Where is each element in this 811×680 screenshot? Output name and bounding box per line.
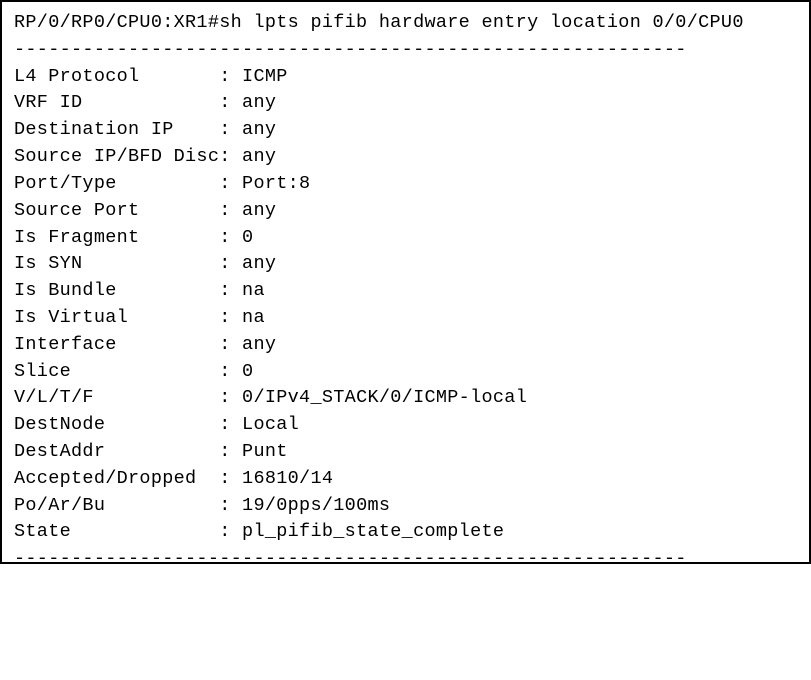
sep: : <box>219 225 242 252</box>
row-source-ip-bfd: Source IP/BFD Disc: any <box>14 144 797 171</box>
value-state: pl_pifib_state_complete <box>242 519 504 546</box>
value-source-ip-bfd: any <box>242 144 276 171</box>
prompt-text: RP/0/RP0/CPU0:XR1#sh lpts pifib hardware… <box>14 10 744 37</box>
prompt-line: RP/0/RP0/CPU0:XR1#sh lpts pifib hardware… <box>14 10 797 37</box>
sep: : <box>219 519 242 546</box>
sep: : <box>219 278 242 305</box>
label-is-syn: Is SYN <box>14 251 219 278</box>
row-port-type: Port/Type : Port:8 <box>14 171 797 198</box>
value-port-type: Port:8 <box>242 171 310 198</box>
row-is-fragment: Is Fragment : 0 <box>14 225 797 252</box>
row-slice: Slice : 0 <box>14 359 797 386</box>
sep: : <box>219 332 242 359</box>
row-interface: Interface : any <box>14 332 797 359</box>
sep: : <box>219 305 242 332</box>
sep: : <box>219 251 242 278</box>
label-l4-protocol: L4 Protocol <box>14 64 219 91</box>
sep: : <box>219 144 242 171</box>
sep: : <box>219 412 242 439</box>
value-accepted-dropped: 16810/14 <box>242 466 333 493</box>
value-is-virtual: na <box>242 305 265 332</box>
value-interface: any <box>242 332 276 359</box>
separator-top-text: ----------------------------------------… <box>14 37 687 64</box>
value-destination-ip: any <box>242 117 276 144</box>
value-destaddr: Punt <box>242 439 288 466</box>
row-state: State : pl_pifib_state_complete <box>14 519 797 546</box>
label-interface: Interface <box>14 332 219 359</box>
label-is-bundle: Is Bundle <box>14 278 219 305</box>
sep: : <box>219 198 242 225</box>
label-port-type: Port/Type <box>14 171 219 198</box>
row-source-port: Source Port : any <box>14 198 797 225</box>
sep: : <box>219 493 242 520</box>
sep: : <box>219 466 242 493</box>
value-source-port: any <box>242 198 276 225</box>
separator-bottom-text: ----------------------------------------… <box>14 546 687 573</box>
label-destaddr: DestAddr <box>14 439 219 466</box>
label-accepted-dropped: Accepted/Dropped <box>14 466 219 493</box>
label-destination-ip: Destination IP <box>14 117 219 144</box>
label-destnode: DestNode <box>14 412 219 439</box>
value-is-fragment: 0 <box>242 225 253 252</box>
separator-bottom: ----------------------------------------… <box>14 546 797 573</box>
row-is-virtual: Is Virtual : na <box>14 305 797 332</box>
label-po-ar-bu: Po/Ar/Bu <box>14 493 219 520</box>
sep: : <box>219 439 242 466</box>
label-source-ip-bfd: Source IP/BFD Disc <box>14 144 219 171</box>
label-is-fragment: Is Fragment <box>14 225 219 252</box>
row-destination-ip: Destination IP : any <box>14 117 797 144</box>
row-vltf: V/L/T/F : 0/IPv4_STACK/0/ICMP-local <box>14 385 797 412</box>
label-is-virtual: Is Virtual <box>14 305 219 332</box>
row-vrf-id: VRF ID : any <box>14 90 797 117</box>
sep: : <box>219 385 242 412</box>
value-is-syn: any <box>242 251 276 278</box>
value-po-ar-bu: 19/0pps/100ms <box>242 493 390 520</box>
value-is-bundle: na <box>242 278 265 305</box>
row-is-syn: Is SYN : any <box>14 251 797 278</box>
value-vrf-id: any <box>242 90 276 117</box>
value-destnode: Local <box>242 412 299 439</box>
sep: : <box>219 90 242 117</box>
sep: : <box>219 64 242 91</box>
label-vltf: V/L/T/F <box>14 385 219 412</box>
row-is-bundle: Is Bundle : na <box>14 278 797 305</box>
label-source-port: Source Port <box>14 198 219 225</box>
row-po-ar-bu: Po/Ar/Bu : 19/0pps/100ms <box>14 493 797 520</box>
label-vrf-id: VRF ID <box>14 90 219 117</box>
label-state: State <box>14 519 219 546</box>
row-l4-protocol: L4 Protocol : ICMP <box>14 64 797 91</box>
label-slice: Slice <box>14 359 219 386</box>
sep: : <box>219 359 242 386</box>
value-l4-protocol: ICMP <box>242 64 288 91</box>
separator-top: ----------------------------------------… <box>14 37 797 64</box>
value-vltf: 0/IPv4_STACK/0/ICMP-local <box>242 385 527 412</box>
row-destaddr: DestAddr : Punt <box>14 439 797 466</box>
sep: : <box>219 117 242 144</box>
sep: : <box>219 171 242 198</box>
row-destnode: DestNode : Local <box>14 412 797 439</box>
row-accepted-dropped: Accepted/Dropped : 16810/14 <box>14 466 797 493</box>
value-slice: 0 <box>242 359 253 386</box>
